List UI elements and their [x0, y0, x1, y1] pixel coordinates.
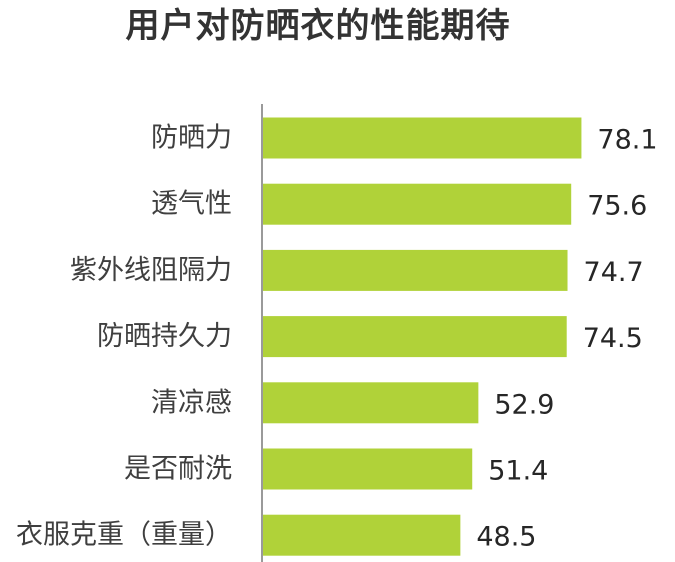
- bar: [262, 448, 473, 490]
- bar: [262, 117, 582, 159]
- bars-group: [262, 117, 582, 556]
- value-label: 51.4: [488, 456, 548, 487]
- value-labels-group: 78.1 75.6 74.7 74.5 52.9 51.4 48.5: [476, 125, 657, 553]
- bar: [262, 382, 479, 424]
- category-label: 防晒持久力: [97, 321, 232, 352]
- category-label: 透气性: [151, 189, 232, 220]
- chart-title: 用户对防晒衣的性能期待: [125, 6, 511, 46]
- category-label: 是否耐洗: [124, 454, 232, 485]
- bar: [262, 316, 567, 358]
- category-label: 紫外线阻隔力: [70, 255, 232, 286]
- bar: [262, 249, 568, 291]
- value-label: 78.1: [597, 125, 657, 156]
- value-label: 74.5: [583, 323, 643, 354]
- value-label: 75.6: [587, 191, 647, 222]
- value-label: 52.9: [494, 389, 554, 420]
- category-label: 清凉感: [151, 387, 232, 418]
- category-label: 衣服克重（重量）: [16, 520, 232, 551]
- bar: [262, 514, 461, 556]
- bar: [262, 183, 572, 225]
- value-label: 74.7: [584, 257, 644, 288]
- value-label: 48.5: [476, 522, 536, 553]
- category-label: 防晒力: [151, 123, 232, 154]
